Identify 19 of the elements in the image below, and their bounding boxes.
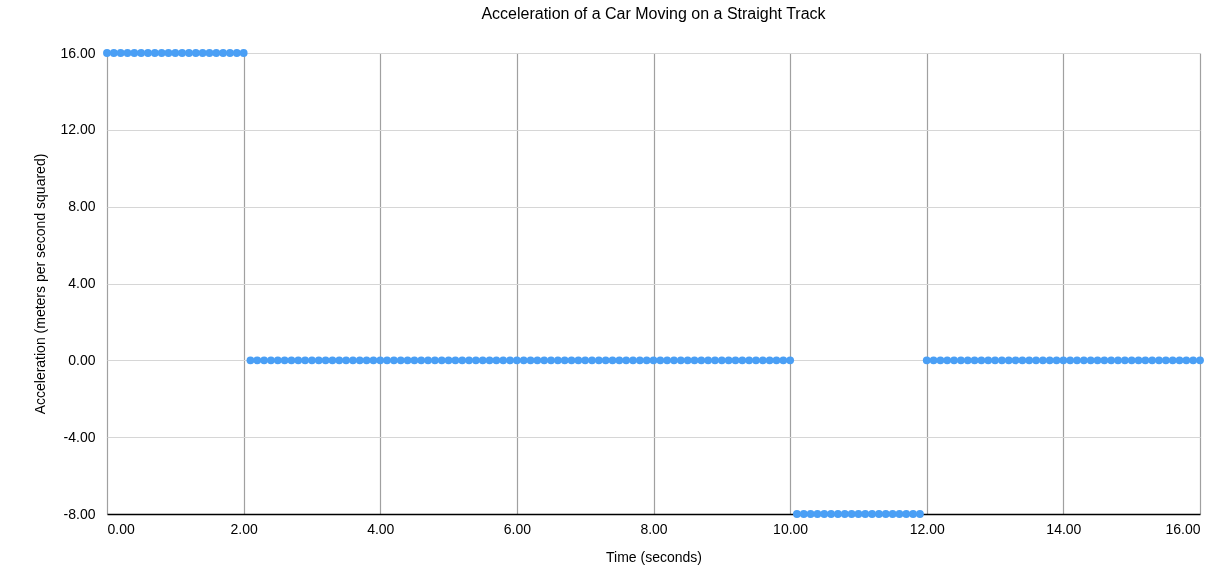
y-tick-label: 12.00 xyxy=(60,121,96,138)
y-tick-label: -8.00 xyxy=(63,505,96,522)
x-axis-title: Time (seconds) xyxy=(606,548,702,565)
x-tick-label: 14.00 xyxy=(1046,520,1082,537)
x-tick-label: 8.00 xyxy=(640,520,668,537)
y-tick-label: -4.00 xyxy=(63,428,96,445)
x-tick-label: 16.00 xyxy=(1165,520,1201,537)
chart-title: Acceleration of a Car Moving on a Straight Track xyxy=(481,5,827,22)
x-tick-label: 6.00 xyxy=(503,520,532,537)
x-tick-label: 2.00 xyxy=(230,520,258,537)
y-tick-label: 16.00 xyxy=(60,44,96,61)
x-tick-label: 10.00 xyxy=(773,520,809,537)
y-tick-label: 4.00 xyxy=(68,275,96,291)
y-tick-label: 8.00 xyxy=(68,198,96,215)
y-tick-label: 0.00 xyxy=(68,351,96,368)
y-axis-title: Acceleration (meters per second squared) xyxy=(32,153,49,415)
x-tick-label: 4.00 xyxy=(367,520,395,537)
x-tick-label: 0.00 xyxy=(107,520,135,537)
x-tick-label: 12.00 xyxy=(909,520,945,537)
